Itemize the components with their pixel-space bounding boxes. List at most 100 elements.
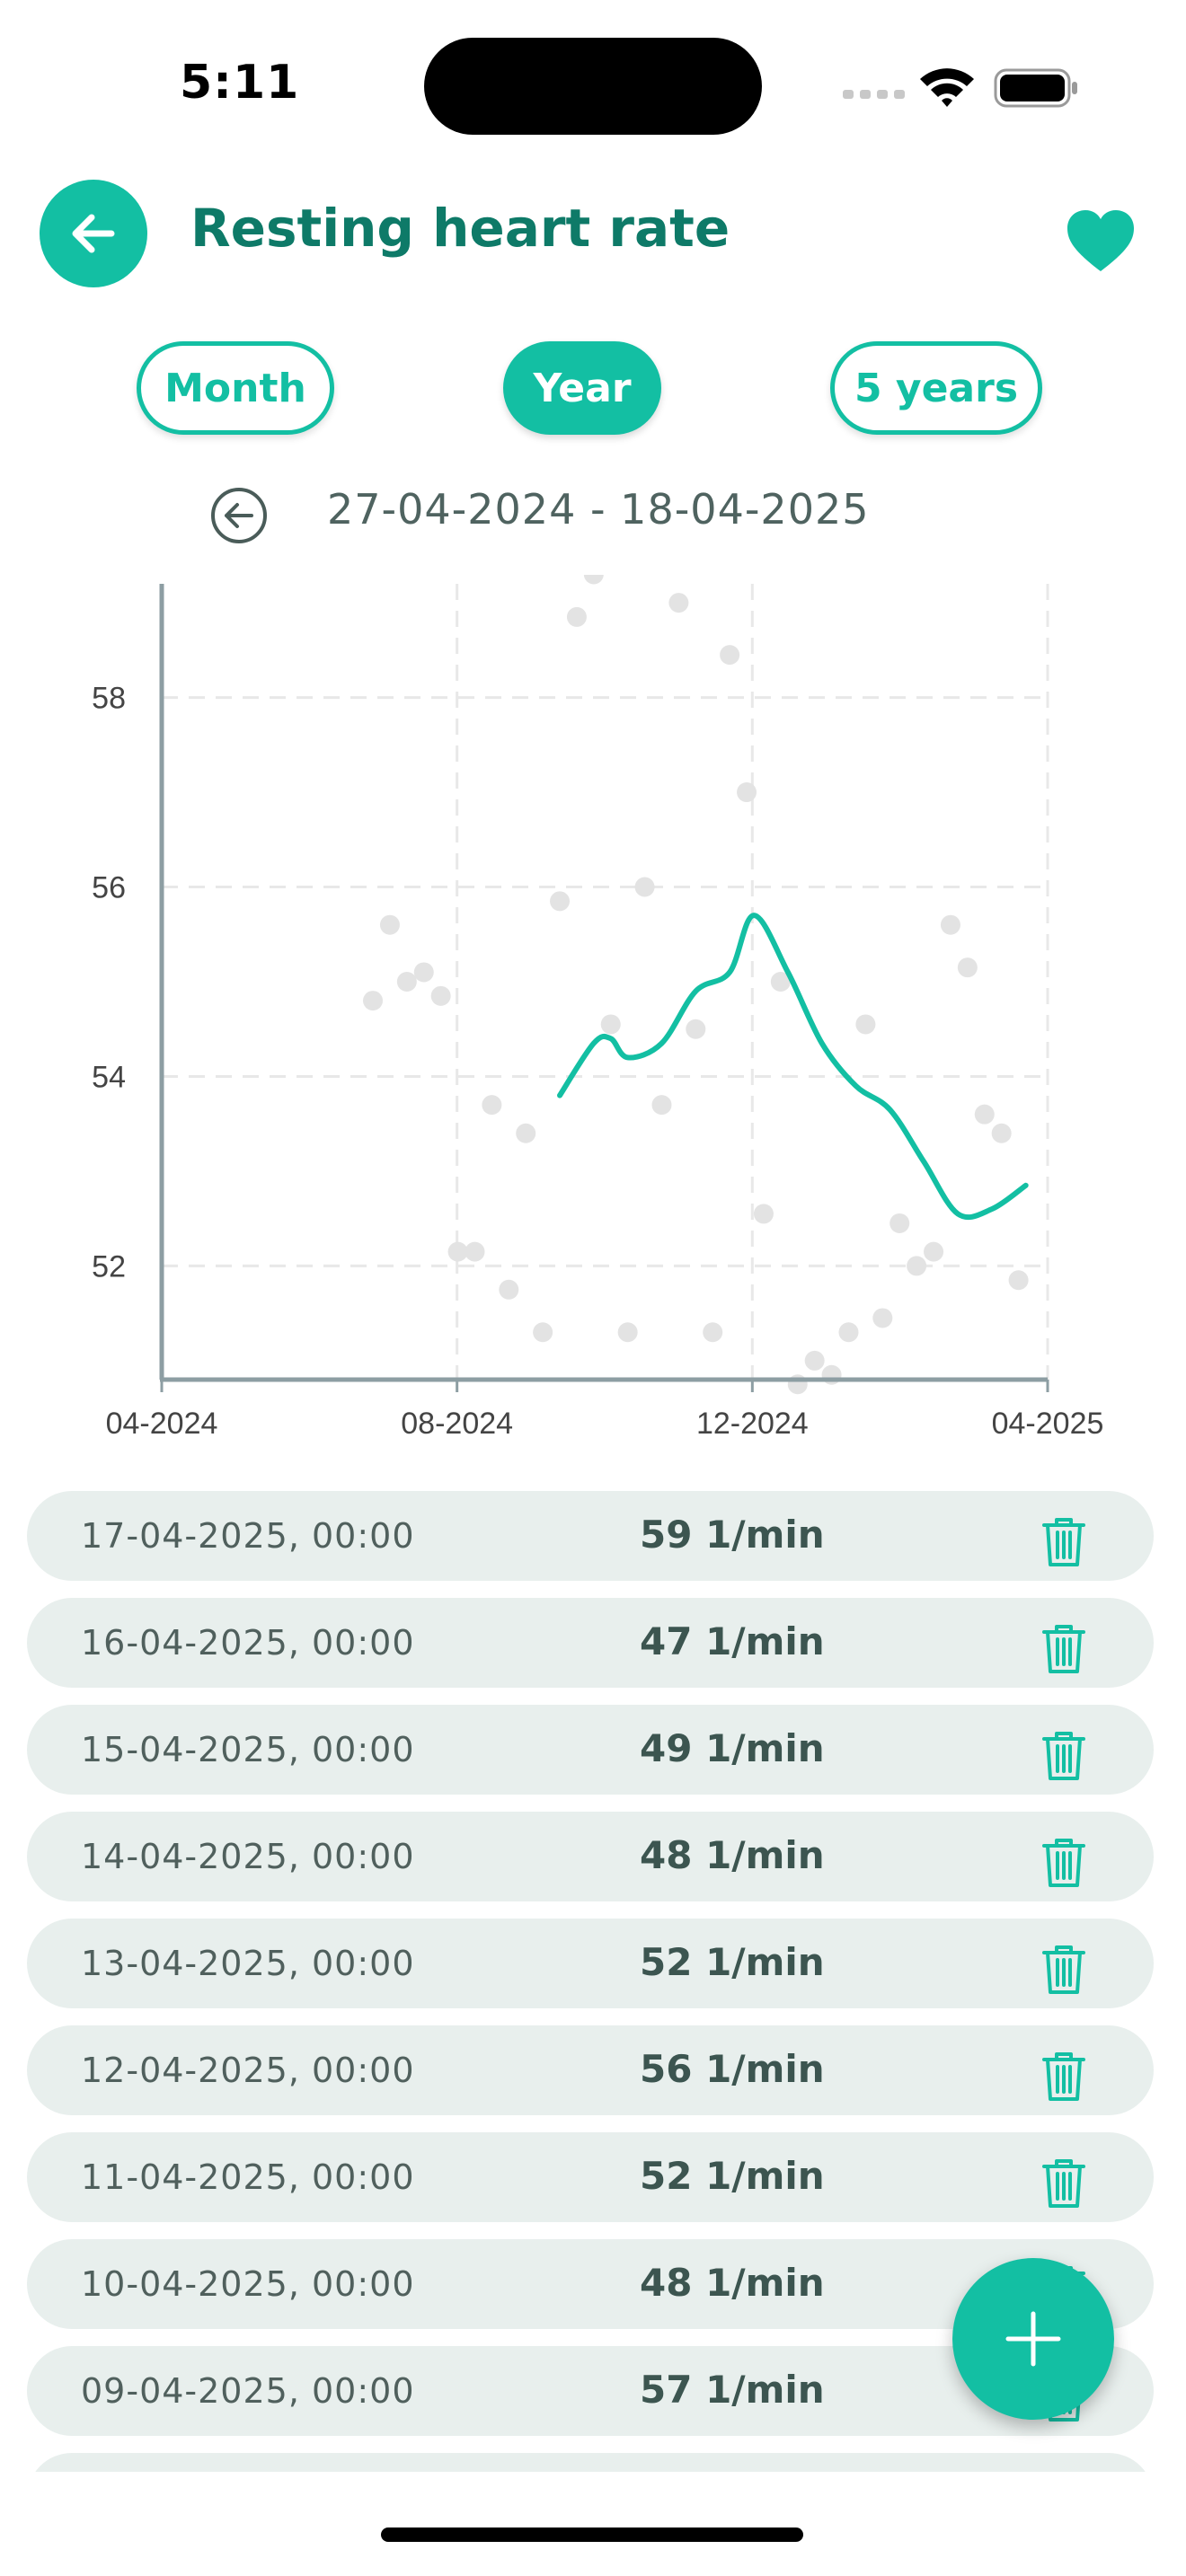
- date-range-label: 27-04-2024 - 18-04-2025: [327, 485, 870, 534]
- delete-entry-button[interactable]: [1040, 1835, 1087, 1892]
- data-point: [974, 1104, 995, 1125]
- data-point: [872, 1308, 893, 1328]
- data-point: [940, 914, 960, 935]
- x-tick-label: 04-2025: [992, 1407, 1104, 1441]
- data-point: [720, 645, 740, 666]
- list-item[interactable]: 12-04-2025, 00:00 56 1/min: [27, 2025, 1154, 2115]
- y-tick-label: 54: [92, 1060, 126, 1094]
- data-point: [890, 1213, 910, 1233]
- entry-value: 57 1/min: [640, 2368, 825, 2412]
- entry-value: 48 1/min: [640, 1833, 825, 1877]
- data-point: [550, 891, 571, 912]
- delete-entry-button[interactable]: [1040, 2156, 1087, 2213]
- list-item[interactable]: 13-04-2025, 00:00 52 1/min: [27, 1919, 1154, 2008]
- status-time: 5:11: [180, 56, 300, 110]
- data-point: [855, 1014, 876, 1035]
- x-tick-label: 08-2024: [401, 1407, 513, 1441]
- chart-points: [363, 575, 1029, 1395]
- home-indicator: [381, 2527, 803, 2542]
- data-point: [703, 1322, 723, 1343]
- entry-date: 11-04-2025, 00:00: [81, 2157, 415, 2197]
- trash-icon: [1042, 1625, 1085, 1673]
- list-item[interactable]: 15-04-2025, 00:00 49 1/min: [27, 1705, 1154, 1795]
- data-point: [396, 972, 417, 992]
- entry-value: 52 1/min: [640, 1940, 825, 1984]
- trash-icon: [1042, 1839, 1085, 1887]
- data-point: [907, 1256, 927, 1276]
- chart-grid: [162, 584, 1049, 1380]
- data-point: [804, 1350, 825, 1371]
- cellular-signal-icon: [843, 90, 905, 99]
- data-point: [600, 1014, 621, 1035]
- data-point: [957, 957, 978, 978]
- entry-date: 15-04-2025, 00:00: [81, 1730, 415, 1769]
- data-point: [838, 1322, 859, 1343]
- data-point: [465, 1241, 485, 1262]
- delete-entry-button[interactable]: [1040, 1514, 1087, 1572]
- entry-date: 17-04-2025, 00:00: [81, 1516, 415, 1556]
- wifi-icon: [920, 68, 974, 107]
- delete-entry-button[interactable]: [1040, 2049, 1087, 2106]
- data-point: [686, 1019, 706, 1039]
- back-button[interactable]: [40, 180, 147, 287]
- list-item[interactable]: 16-04-2025, 00:00 47 1/min: [27, 1598, 1154, 1688]
- delete-entry-button[interactable]: [1040, 1621, 1087, 1679]
- delete-entry-button[interactable]: [1040, 1728, 1087, 1786]
- data-point: [634, 877, 655, 897]
- dynamic-island: [424, 38, 762, 135]
- trash-icon: [1042, 2052, 1085, 2101]
- y-tick-label: 52: [92, 1249, 126, 1284]
- data-point: [430, 985, 451, 1006]
- x-tick-label: 12-2024: [696, 1407, 809, 1441]
- entry-date: 13-04-2025, 00:00: [81, 1944, 415, 1983]
- chart-ticks: 52 54 56 58 04-2024 08-2024 12-2024 04-2025: [92, 682, 1103, 1441]
- data-point: [668, 593, 689, 613]
- entry-value: 47 1/min: [640, 1619, 825, 1663]
- trash-icon: [1042, 2159, 1085, 2208]
- entry-value: 52 1/min: [640, 2154, 825, 2198]
- entry-date: 10-04-2025, 00:00: [81, 2264, 415, 2304]
- entry-value: 48 1/min: [640, 2261, 825, 2305]
- tab-month[interactable]: Month: [137, 341, 334, 435]
- data-point: [991, 1123, 1012, 1143]
- trend-line: [557, 913, 1029, 1221]
- entry-value: 49 1/min: [640, 1726, 825, 1770]
- data-point: [413, 962, 434, 983]
- list-item[interactable]: 11-04-2025, 00:00 52 1/min: [27, 2132, 1154, 2222]
- data-point: [533, 1322, 553, 1343]
- data-point: [379, 914, 400, 935]
- trash-icon: [1042, 1945, 1085, 1994]
- arrow-left-icon: [72, 214, 115, 253]
- data-point: [447, 1241, 468, 1262]
- x-tick-label: 04-2024: [106, 1407, 218, 1441]
- data-point: [363, 991, 384, 1011]
- entry-value: 59 1/min: [640, 1513, 825, 1557]
- chart-axes: [159, 584, 1049, 1392]
- data-point: [566, 606, 587, 627]
- data-point: [1008, 1270, 1029, 1291]
- data-point: [516, 1123, 536, 1143]
- entry-date: 16-04-2025, 00:00: [81, 1623, 415, 1663]
- previous-range-button[interactable]: [208, 485, 270, 546]
- entry-date: 12-04-2025, 00:00: [81, 2051, 415, 2090]
- add-entry-button[interactable]: [952, 2258, 1114, 2420]
- y-tick-label: 58: [92, 682, 126, 716]
- tab-5-years[interactable]: 5 years: [830, 341, 1042, 435]
- list-item[interactable]: 17-04-2025, 00:00 59 1/min: [27, 1491, 1154, 1581]
- battery-icon: [994, 68, 1077, 108]
- data-point: [617, 1322, 638, 1343]
- data-point: [924, 1241, 944, 1262]
- data-point: [583, 575, 604, 585]
- plus-icon: [1005, 2311, 1061, 2367]
- heart-icon[interactable]: [1066, 208, 1136, 273]
- tab-year[interactable]: Year: [503, 341, 661, 435]
- entry-value: 56 1/min: [640, 2047, 825, 2091]
- delete-entry-button[interactable]: [1040, 1942, 1087, 1999]
- data-point: [737, 782, 757, 803]
- trash-icon: [1042, 1518, 1085, 1566]
- bottom-safe-area: [0, 2472, 1186, 2576]
- entry-date: 09-04-2025, 00:00: [81, 2371, 415, 2411]
- data-point: [770, 972, 791, 992]
- trash-icon: [1042, 1732, 1085, 1780]
- list-item[interactable]: 14-04-2025, 00:00 48 1/min: [27, 1812, 1154, 1901]
